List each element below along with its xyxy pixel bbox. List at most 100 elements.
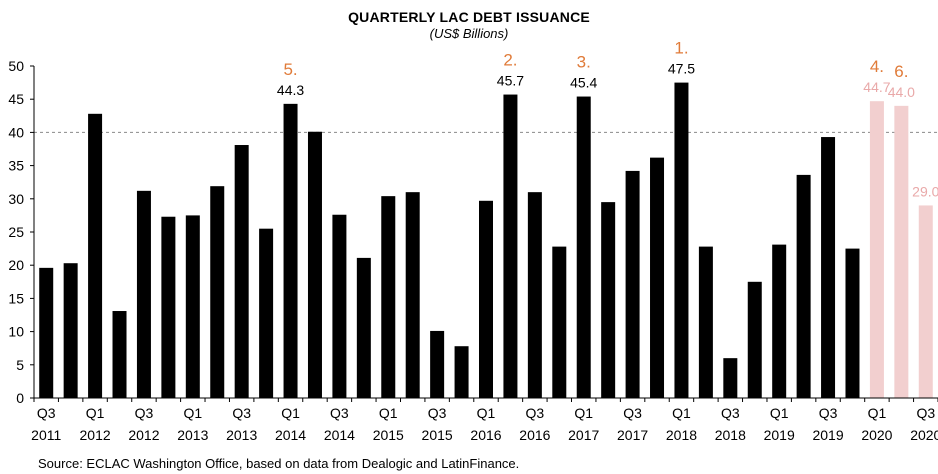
x-tick-label-quarter: Q1 (868, 405, 887, 421)
x-tick-label-quarter: Q1 (183, 405, 202, 421)
x-tick-label-year: 2013 (177, 427, 208, 443)
x-tick-label-quarter: Q1 (477, 405, 496, 421)
x-tick-label-year: 2018 (666, 427, 697, 443)
bar-q1-2013 (185, 215, 200, 398)
x-tick-label-quarter: Q3 (721, 405, 740, 421)
x-tick-label-year: 2019 (764, 427, 795, 443)
y-tick-label: 5 (16, 357, 24, 373)
x-tick-label-quarter: Q1 (672, 405, 691, 421)
x-tick-label-year: 2014 (324, 427, 355, 443)
y-tick-label: 10 (8, 324, 24, 340)
bar-q1-2012 (88, 113, 103, 399)
bar-q1-2020 (869, 101, 884, 398)
bar-q2-2018 (698, 246, 713, 398)
bar-q3-2012 (136, 190, 151, 398)
x-tick-label-year: 2013 (226, 427, 257, 443)
bar-q1-2019 (772, 244, 787, 398)
x-tick-label-quarter: Q1 (86, 405, 105, 421)
bar-q2-2013 (210, 186, 225, 398)
chart-subtitle: (US$ Billions) (429, 26, 509, 41)
bar-q4-2019 (845, 248, 860, 398)
source-note: Source: ECLAC Washington Office, based o… (38, 456, 520, 471)
x-tick-label-year: 2017 (568, 427, 599, 443)
bar-q4-2015 (454, 346, 469, 398)
data-label: 44.0 (888, 84, 915, 100)
bar-q3-2015 (430, 330, 445, 398)
chart-title: QUARTERLY LAC DEBT ISSUANCE (348, 9, 590, 25)
bar-q3-2017 (625, 170, 640, 398)
y-tick-label: 45 (8, 91, 24, 107)
bar-q4-2016 (552, 246, 567, 398)
bar-q3-2014 (332, 214, 347, 398)
x-tick-label-quarter: Q3 (819, 405, 838, 421)
bar-q4-2018 (747, 281, 762, 398)
bar-q1-2016 (479, 200, 493, 398)
x-tick-label-quarter: Q3 (330, 405, 349, 421)
bar-q3-2019 (821, 137, 836, 398)
bar-q4-2011 (63, 263, 78, 398)
y-tick-label: 15 (8, 290, 24, 306)
x-tick-label-year: 2015 (373, 427, 404, 443)
bar-q4-2012 (161, 216, 176, 398)
axes-group: 0 5 10 15 20 25 30 35 40 45 50 Q3 2011 Q1 2012 Q3 2012 Q1… (8, 58, 938, 443)
y-tick-label: 25 (8, 224, 24, 240)
x-tick-label-quarter: Q3 (428, 405, 447, 421)
rank-label: 4. (870, 57, 884, 76)
x-tick-label-year: 2012 (128, 427, 159, 443)
x-tick-label-year: 2011 (31, 427, 61, 443)
bar-q3-2018 (723, 358, 738, 398)
data-label: 44.3 (277, 82, 304, 98)
y-tick-label: 20 (8, 257, 24, 273)
x-tick-label-year: 2014 (275, 427, 306, 443)
bars-group (39, 82, 933, 399)
data-label: 29.0 (912, 183, 938, 199)
rank-label: 2. (503, 51, 517, 70)
x-tick-label-year: 2018 (715, 427, 746, 443)
bar-q2-2015 (405, 192, 420, 398)
rank-label: 1. (674, 39, 688, 58)
y-tick-label: 40 (8, 124, 24, 140)
y-tick-label: 30 (8, 191, 24, 207)
bar-q2-2012 (112, 311, 127, 398)
x-tick-label-year: 2017 (617, 427, 648, 443)
data-label: 47.5 (668, 61, 695, 77)
data-label: 45.4 (570, 75, 597, 91)
bar-q1-2014 (283, 103, 298, 399)
x-tick-label-quarter: Q1 (770, 405, 789, 421)
data-label: 44.7 (863, 79, 890, 95)
bar-q2-2017 (601, 202, 616, 398)
x-tick-label-year: 2020 (861, 427, 892, 443)
x-tick-label-year: 2020 (910, 427, 938, 443)
bar-q2-2020 (894, 105, 909, 398)
bar-q3-2011 (39, 267, 54, 398)
bar-q4-2013 (259, 228, 274, 398)
bar-q2-2016 (503, 94, 518, 398)
x-tick-label-quarter: Q1 (574, 405, 593, 421)
bar-q3-2020 (918, 205, 933, 398)
x-tick-label-quarter: Q1 (379, 405, 398, 421)
x-tick-label-year: 2016 (519, 427, 550, 443)
x-tick-label-quarter: Q3 (135, 405, 154, 421)
x-tick-label-quarter: Q3 (916, 405, 935, 421)
x-tick-label-quarter: Q3 (623, 405, 642, 421)
x-tick-label-quarter: Q3 (526, 405, 545, 421)
rank-label: 5. (283, 60, 297, 79)
y-tick-label: 0 (16, 390, 24, 406)
bar-q4-2014 (356, 257, 371, 398)
bar-q4-2017 (650, 157, 665, 398)
x-tick-label-year: 2012 (80, 427, 111, 443)
x-tick-label-quarter: Q3 (37, 405, 56, 421)
x-tick-label-year: 2019 (812, 427, 843, 443)
data-label: 45.7 (497, 73, 524, 89)
bar-q1-2018 (674, 82, 689, 398)
bar-q3-2013 (234, 145, 249, 398)
x-tick-label-year: 2016 (470, 427, 501, 443)
rank-label: 6. (894, 62, 908, 81)
x-tick-label-quarter: Q1 (281, 405, 300, 421)
y-tick-label: 50 (8, 58, 24, 74)
x-tick-label-quarter: Q3 (232, 405, 251, 421)
bar-q1-2015 (381, 196, 396, 398)
bar-q3-2016 (527, 192, 542, 398)
bar-q2-2019 (796, 174, 811, 398)
